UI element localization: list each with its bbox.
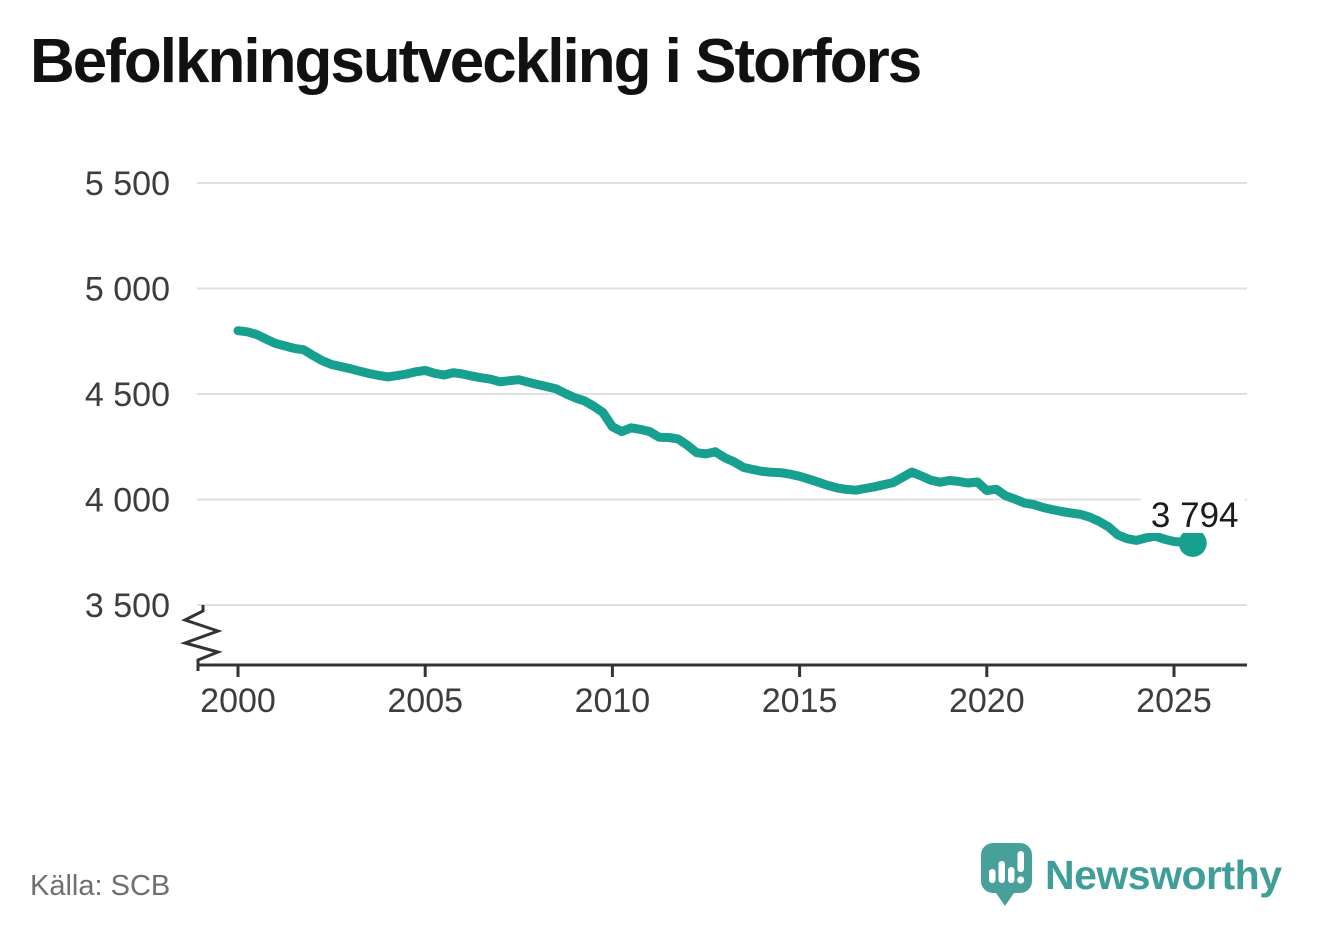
newsworthy-logo: Newsworthy (981, 843, 1282, 907)
x-tick-label: 2025 (1136, 682, 1212, 720)
x-tick-label: 2000 (200, 682, 276, 720)
newsworthy-wordmark: Newsworthy (1045, 851, 1282, 898)
x-tick-label: 2015 (762, 682, 838, 720)
end-value-label-halo (1140, 495, 1245, 533)
y-tick-label: 5 500 (85, 165, 170, 203)
page-title: Befolkningsutveckling i Storfors (30, 27, 922, 96)
source-note: Källa: SCB (30, 870, 171, 902)
y-tick-label: 5 000 (85, 271, 170, 309)
y-tick-label: 3 500 (85, 587, 170, 625)
y-tick-label: 4 000 (85, 482, 170, 520)
x-tick-label: 2010 (575, 682, 651, 720)
end-value-label: 3 794 (1151, 496, 1239, 535)
x-tick-label: 2005 (387, 682, 463, 720)
bar-chart-speech-bubble-icon (981, 843, 1032, 906)
y-tick-label: 4 500 (85, 376, 170, 414)
axis-break-icon (180, 605, 223, 671)
x-tick-label: 2020 (949, 682, 1025, 720)
end-point-dot (1178, 528, 1207, 557)
series-line (233, 326, 1198, 548)
